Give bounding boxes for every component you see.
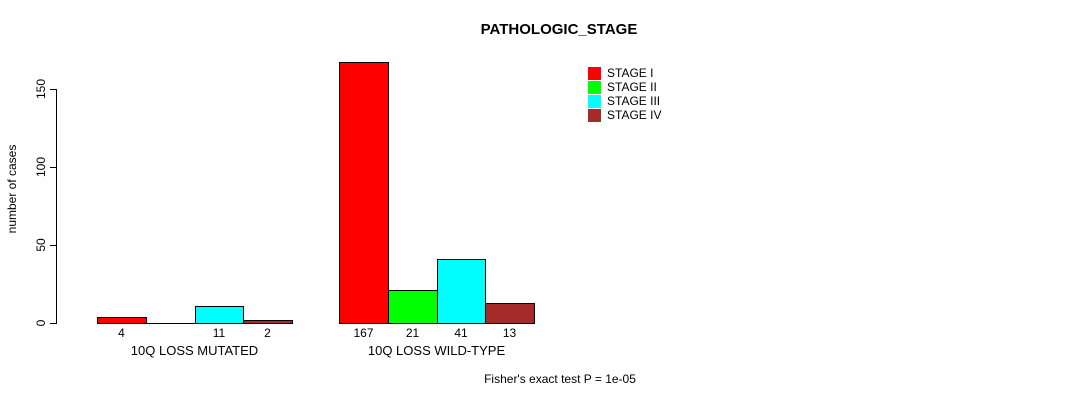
legend-row: STAGE IV [588,109,661,122]
y-tick-mark [50,323,57,324]
legend-label: STAGE II [607,80,657,94]
y-tick-label: 0 [34,319,48,327]
legend-label: STAGE I [607,66,654,80]
bar-stage-iii [195,306,244,324]
legend-swatch-icon [588,95,601,108]
y-axis-label: number of cases [5,144,19,234]
footnote: Fisher's exact test P = 1e-05 [484,372,636,386]
legend-label: STAGE IV [607,108,662,122]
group-label: 10Q LOSS WILD-TYPE [367,343,506,358]
bar-value-label: 41 [454,326,468,340]
bar-stage-iv [243,320,293,324]
legend-row: STAGE III [588,95,660,108]
legend-label: STAGE III [607,94,661,108]
y-axis-line [56,89,57,324]
legend-swatch-icon [588,67,601,80]
y-tick-label: 150 [34,78,48,100]
bar-value-label: 21 [405,326,420,340]
bar-value-label: 167 [353,326,374,340]
bar-value-label: 4 [118,326,125,340]
bar-stage-iv [485,303,535,324]
y-tick-mark [50,245,57,246]
bar-stage-iii [437,259,486,324]
bar-value-label: 2 [264,326,271,340]
bar-value-label: 13 [502,326,517,340]
bar-value-label: 11 [212,326,226,340]
y-tick-mark [50,167,57,168]
bar-stage-i [97,317,147,324]
chart-title: PATHOLOGIC_STAGE [480,21,638,38]
bar-stage-ii [146,323,196,324]
y-tick-label: 50 [34,238,48,252]
bar-stage-ii [388,290,438,324]
legend-row: STAGE II [588,81,657,94]
group-label: 10Q LOSS MUTATED [130,343,259,358]
legend-swatch-icon [588,109,601,122]
y-tick-mark [50,89,57,90]
bar-stage-i [339,62,389,324]
legend-row: STAGE I [588,67,653,80]
legend-swatch-icon [588,81,601,94]
y-tick-label: 100 [34,156,48,178]
